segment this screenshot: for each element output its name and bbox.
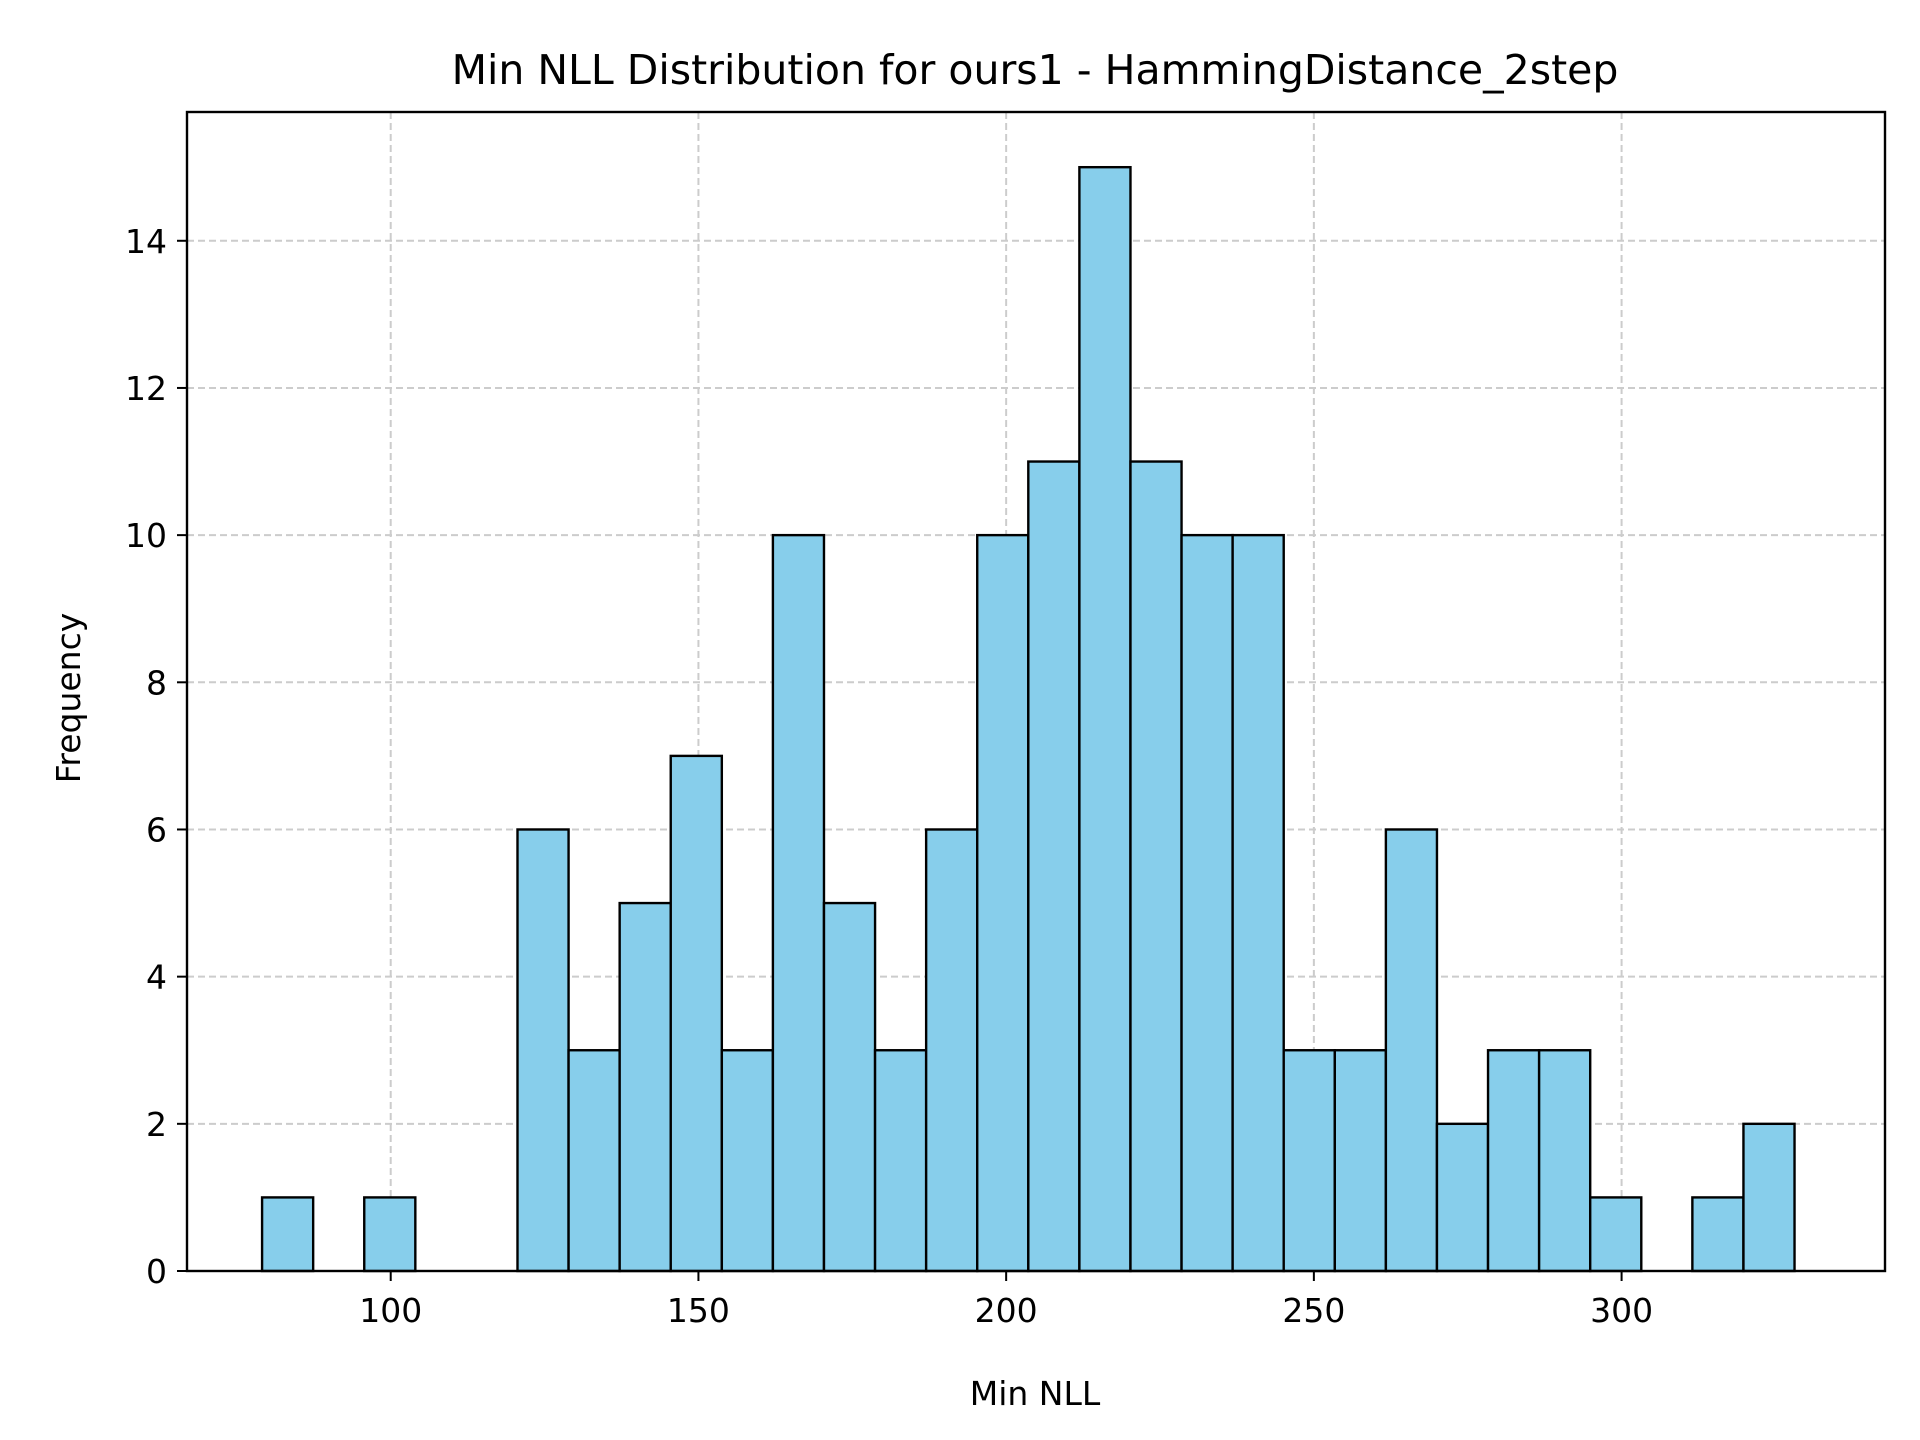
histogram-bar — [1078, 165, 1132, 1273]
histogram-bar — [669, 754, 724, 1273]
x-tick-label: 100 — [359, 1291, 422, 1330]
histogram-bar — [1027, 460, 1081, 1273]
histogram-bar — [516, 828, 570, 1273]
histogram-bar — [1129, 460, 1183, 1273]
y-tick-label: 12 — [125, 369, 167, 408]
y-tick-label: 4 — [146, 958, 167, 997]
histogram-bar — [1537, 1049, 1592, 1273]
histogram-bar — [924, 828, 979, 1273]
histogram-bar — [976, 533, 1030, 1273]
axis-ticks: 100 150 200 250 300 0 2 4 6 8 10 12 14 — [125, 222, 1653, 1330]
histogram-bar — [1231, 533, 1285, 1273]
histogram-bar — [363, 1196, 417, 1273]
histogram-bar — [873, 1049, 928, 1273]
x-tick-label: 300 — [1590, 1291, 1653, 1330]
histogram-bar — [1384, 828, 1439, 1273]
histogram-bar — [1180, 533, 1234, 1273]
histogram-bar — [1589, 1196, 1643, 1273]
histogram-bar — [1742, 1122, 1796, 1273]
histogram-bar — [1486, 1049, 1541, 1273]
histogram-bar — [1333, 1049, 1388, 1273]
y-tick-label: 8 — [146, 663, 167, 702]
histogram-bar — [567, 1049, 621, 1273]
histogram-bar — [720, 1049, 775, 1273]
histogram-bar — [822, 901, 877, 1273]
x-tick-label: 200 — [975, 1291, 1038, 1330]
x-axis-label: Min NLL — [970, 1374, 1101, 1413]
y-tick-label: 2 — [146, 1105, 167, 1144]
histogram-bar — [1691, 1196, 1745, 1273]
histogram-bar — [771, 533, 826, 1273]
y-axis-label: Frequency — [49, 613, 88, 783]
plot-frame — [185, 110, 1887, 1273]
chart-title: Min NLL Distribution for ours1 - Hamming… — [452, 46, 1619, 94]
y-tick-label: 6 — [146, 810, 167, 849]
y-tick-label: 0 — [146, 1252, 167, 1291]
x-tick-label: 150 — [667, 1291, 730, 1330]
y-tick-label: 14 — [125, 222, 167, 261]
histogram-bar — [1282, 1049, 1336, 1273]
histogram-bar — [1435, 1122, 1490, 1273]
histogram-bar — [618, 901, 672, 1273]
histogram-bar — [260, 1196, 315, 1273]
y-tick-label: 10 — [125, 516, 167, 555]
x-tick-label: 250 — [1282, 1291, 1345, 1330]
